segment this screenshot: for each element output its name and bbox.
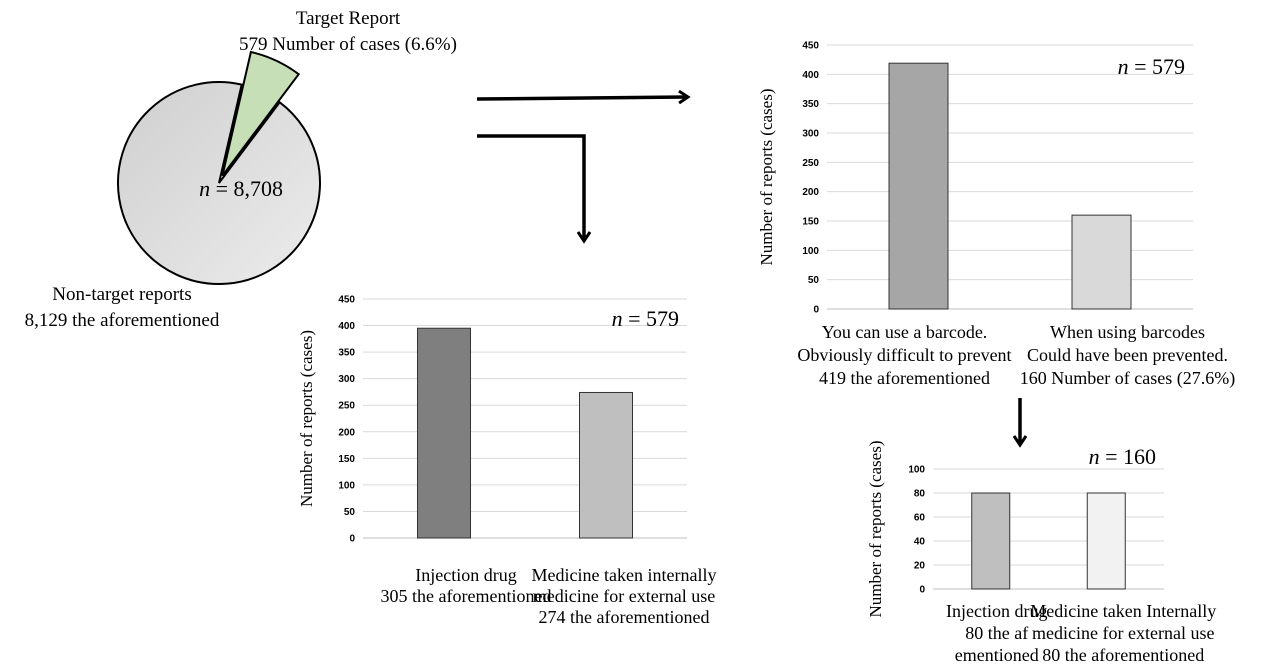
- category-label: 419 the aforementioned: [819, 368, 990, 388]
- category-label: 274 the aforementioned: [539, 607, 710, 627]
- pie-label-target-title: Target Report: [296, 8, 401, 29]
- y-tick-label: 100: [908, 465, 925, 476]
- bar: [888, 62, 949, 310]
- pie-n-label: n = 8,708: [199, 176, 283, 201]
- y-tick-label: 200: [338, 427, 355, 438]
- n-label: n = 579: [612, 306, 679, 331]
- category-label: ementioned: [955, 645, 1039, 665]
- bar: [417, 327, 471, 539]
- pie-label-non-target-title: Non-target reports: [52, 284, 191, 305]
- bar-chart-preventable-drug-type: 0 20 40 60 80 100 Number of reports (cases) n =…: [866, 440, 1216, 665]
- category-label: Injection drug: [946, 601, 1047, 621]
- n-label: n = 579: [1118, 54, 1185, 79]
- category-label: 305 the aforementioned: [381, 586, 552, 606]
- y-tick-label: 100: [802, 246, 819, 257]
- y-tick-label: 60: [914, 513, 926, 524]
- y-tick-label: 80: [914, 489, 926, 500]
- category-label: 80 the af: [965, 623, 1028, 643]
- category-label: medicine for external use: [1032, 623, 1214, 643]
- y-tick-label: 350: [802, 99, 819, 110]
- y-tick-label: 400: [338, 321, 355, 332]
- y-tick-label: 450: [338, 295, 355, 306]
- pie-label-non-target-count: 8,129 the aforementioned: [25, 310, 220, 331]
- category-label: Medicine taken internally: [532, 565, 717, 585]
- arrow-to-barcode-chart: [476, 97, 687, 99]
- y-tick-label: 150: [338, 454, 355, 465]
- bar-chart-drug-type: 0 50 100 150 200 250 300 350 400 450 Number of rep…: [297, 295, 716, 628]
- y-tick-label: 250: [802, 158, 819, 169]
- y-tick-label: 0: [813, 305, 819, 316]
- category-label: You can use a barcode.: [822, 322, 988, 342]
- arrow-to-drug-type-chart: [477, 134, 584, 240]
- pie-slice-target: [221, 50, 301, 177]
- y-tick-label: 450: [802, 41, 819, 52]
- y-tick-label: 40: [914, 537, 926, 548]
- pie-slice-non-target: [117, 81, 321, 285]
- category-label: Could have been prevented.: [1027, 345, 1228, 365]
- y-tick-label: 0: [919, 585, 925, 596]
- y-tick-label: 250: [338, 401, 355, 412]
- category-label: Injection drug: [415, 565, 516, 585]
- category-label: 80 the aforementioned: [1042, 645, 1204, 665]
- pie-label-target-count: 579 Number of cases (6.6%): [239, 34, 457, 55]
- bar: [1071, 214, 1132, 310]
- y-axis-label: Number of reports (cases): [866, 440, 885, 617]
- category-label: When using barcodes: [1050, 322, 1205, 342]
- y-tick-label: 350: [338, 348, 355, 359]
- n-label: n = 160: [1089, 444, 1156, 469]
- bar: [971, 492, 1011, 590]
- y-tick-label: 400: [802, 70, 819, 81]
- category-label: 160 Number of cases (27.6%): [1020, 368, 1235, 389]
- y-tick-label: 20: [914, 561, 926, 572]
- y-tick-label: 150: [802, 217, 819, 228]
- y-tick-label: 50: [808, 275, 820, 286]
- bar: [1086, 492, 1126, 590]
- pie-chart: n = 8,708 Target Report 579 Number of case…: [25, 8, 457, 331]
- y-tick-label: 100: [338, 480, 355, 491]
- y-tick-label: 50: [344, 507, 356, 518]
- y-tick-label: 200: [802, 187, 819, 198]
- y-tick-label: 300: [338, 374, 355, 385]
- category-label: Obviously difficult to prevent: [797, 345, 1011, 365]
- category-label: Medicine taken Internally: [1030, 601, 1216, 621]
- category-label: medicine for external use: [533, 586, 715, 606]
- y-tick-label: 300: [802, 129, 819, 140]
- bar: [579, 391, 633, 539]
- y-axis-label: Number of reports (cases): [297, 330, 316, 507]
- y-axis-label: Number of reports (cases): [757, 88, 776, 265]
- bar-chart-barcode: 0 50 100 150 200 250 300 350 400 450 Number of rep…: [757, 41, 1235, 390]
- y-tick-label: 0: [349, 534, 355, 545]
